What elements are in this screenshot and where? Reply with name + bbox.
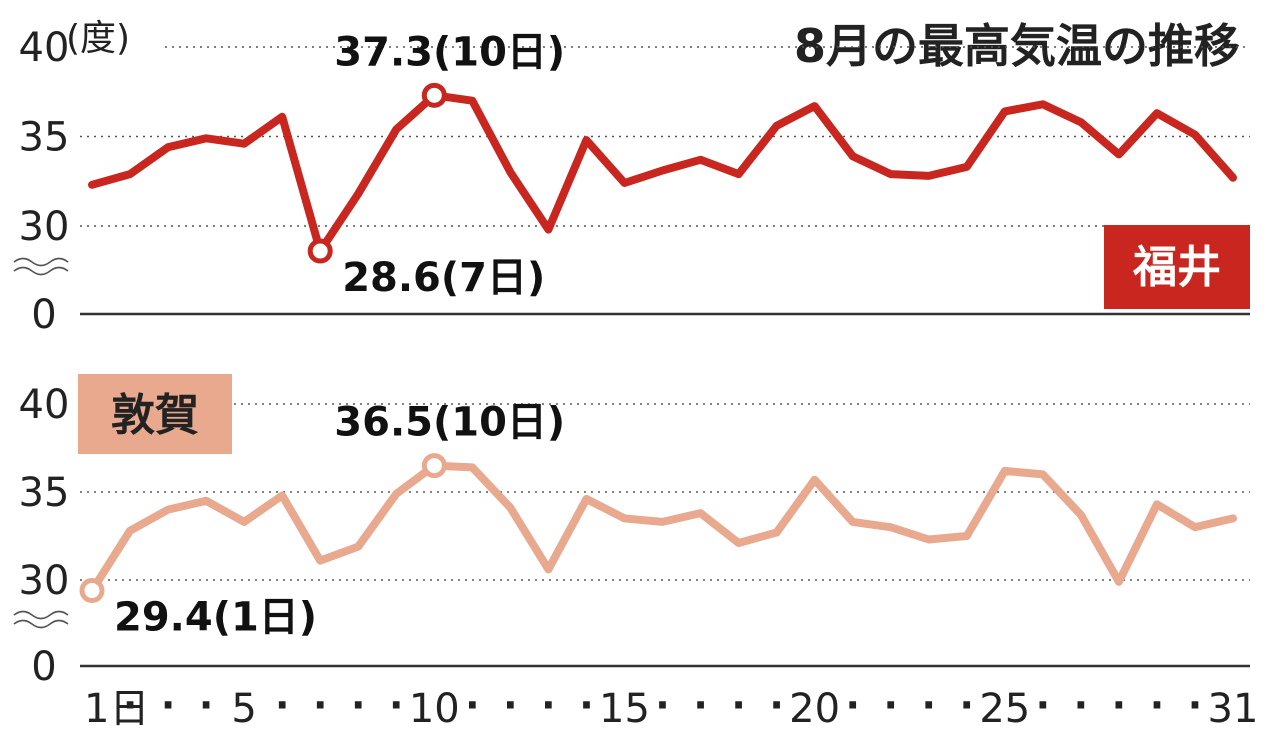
x-tick-dot: · (731, 683, 745, 727)
y-unit-label: (度) (66, 18, 130, 59)
x-tick-label: 20 (789, 686, 840, 732)
x-tick-dot: · (351, 683, 365, 727)
x-tick-dot: · (883, 683, 897, 727)
x-tick-dot: · (1150, 683, 1164, 727)
x-tick-dot: · (1036, 683, 1050, 727)
x-tick-dot: · (465, 683, 479, 727)
series-badge-label: 敦賀 (111, 390, 199, 441)
x-tick-dot: · (161, 683, 175, 727)
annotation-label: 36.5(10日) (334, 400, 565, 446)
x-tick-label: 25 (979, 686, 1030, 732)
annotation-marker (307, 238, 333, 264)
x-tick-dot: · (922, 683, 936, 727)
y-tick-label: 0 (31, 644, 56, 690)
x-tick-label: 1日 (84, 686, 149, 732)
x-tick-dot: · (693, 683, 707, 727)
x-tick-label: 31 (1208, 686, 1259, 732)
x-tick-dot: · (960, 683, 974, 727)
x-tick-dot: · (1188, 683, 1202, 727)
series-badge (78, 374, 232, 454)
x-tick-label: 5 (231, 686, 256, 732)
y-tick-label: 35 (19, 470, 70, 516)
x-tick-dot: · (769, 683, 783, 727)
series-line-0 (88, 91, 1237, 256)
y-tick-label: 30 (19, 204, 70, 250)
series-badge-label: 福井 (1132, 242, 1221, 293)
x-tick-dot: · (389, 683, 403, 727)
y-tick-label: 40 (19, 382, 70, 428)
x-tick-dot: · (655, 683, 669, 727)
y-tick-label: 40 (19, 25, 70, 71)
y-tick-label: 35 (19, 115, 70, 161)
axis-break-mark (13, 257, 69, 267)
annotation-label: 37.3(10日) (334, 29, 565, 75)
x-tick-label: 10 (409, 686, 460, 732)
axis-break-mark (13, 619, 69, 629)
annotation-marker (79, 578, 105, 604)
x-tick-dot: · (541, 683, 555, 727)
x-tick-dot: · (845, 683, 859, 727)
x-tick-label: 15 (599, 686, 650, 732)
y-tick-label: 0 (31, 292, 56, 338)
x-tick-dot: · (123, 683, 137, 727)
x-tick-dot: · (275, 683, 289, 727)
annotation-marker (421, 453, 447, 479)
axis-break-mark (13, 610, 69, 620)
series-line-1 (88, 461, 1237, 595)
annotation-marker (421, 82, 447, 108)
x-tick-dot: · (313, 683, 327, 727)
x-tick-dot: · (503, 683, 517, 727)
axis-break-mark (13, 266, 69, 276)
x-tick-dot: · (579, 683, 593, 727)
chart-title: 8月の最高気温の推移 (794, 19, 1240, 73)
annotation-label: 28.6(7日) (342, 255, 545, 301)
y-tick-label: 30 (19, 558, 70, 604)
x-tick-dot: · (199, 683, 213, 727)
annotation-label: 29.4(1日) (114, 595, 317, 641)
series-badge (1104, 225, 1250, 309)
x-tick-dot: · (1112, 683, 1126, 727)
x-tick-dot: · (1074, 683, 1088, 727)
